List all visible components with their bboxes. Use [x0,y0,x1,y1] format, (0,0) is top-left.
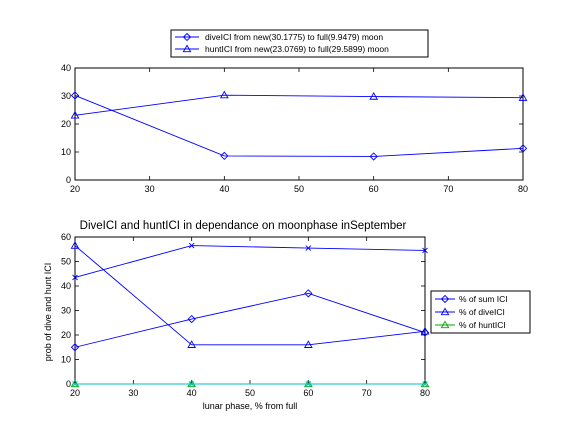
top-chart-series-point-1 [518,93,528,101]
bottom-chart-axes-box [74,236,426,385]
top-chart-legend-box [170,29,429,58]
top-chart-series [70,90,528,161]
bottom-chart-legend-marker [440,307,450,316]
bottom-chart-xtick-label: 50 [245,388,255,398]
bottom-chart-series-point-0 [70,343,80,352]
top-chart-ytick-label: 0 [66,175,71,185]
top-chart-ytick-label: 40 [61,63,71,73]
top-chart-legend: diveICI from new(30.1775) to full(9.9479… [170,29,429,58]
bottom-chart-series-point-1 [420,326,430,335]
bottom-chart: DiveICI and huntICI in dependance on moo… [43,220,531,411]
bottom-chart-ytick-label: 10 [61,355,71,365]
top-chart-xtick-label: 50 [294,184,304,194]
bottom-chart-series-point-3 [422,247,428,254]
bottom-chart-series-line-1 [74,245,426,346]
bottom-chart-legend: % of sum ICI % of diveICI % of huntICI [430,290,531,334]
bottom-chart-series-point-4 [188,381,195,387]
bottom-chart-series [70,241,430,388]
bottom-chart-legend-label: % of diveICI [459,307,505,317]
top-chart-legend-label: diveICI from new(30.1775) to full(9.9479… [205,32,383,42]
top-chart: 20 30 40 50 60 70 80 0 10 20 30 40 diveICI from new… [61,29,528,194]
top-chart-series-point-0 [220,151,229,161]
top-chart-series-point-1 [70,110,80,119]
top-chart-ytick-label: 20 [61,119,71,129]
bottom-chart-xtick-label: 70 [362,388,372,398]
bottom-chart-series-point-4 [305,381,312,387]
top-chart-xtick-label: 80 [518,184,528,194]
bottom-chart-series-point-0 [187,314,196,324]
bottom-chart-legend-label: % of sum ICI [459,294,508,304]
bottom-chart-ytick-label: 50 [61,257,71,267]
bottom-chart-xtick-label: 30 [128,388,138,398]
top-chart-ytick-label: 10 [61,147,71,157]
top-chart-xtick-label: 60 [369,184,379,194]
bottom-chart-legend-marker [440,320,450,329]
bottom-chart-xtick-label: 20 [70,388,80,398]
top-chart-xtick-label: 70 [443,184,453,194]
bottom-chart-series-line-0 [74,292,426,348]
bottom-chart-ytick-label: 60 [61,232,71,242]
top-chart-legend-marker [182,44,192,53]
top-chart-series-point-0 [518,144,528,153]
top-chart-series-point-1 [219,90,229,99]
bottom-chart-xtick-label: 40 [187,388,197,398]
bottom-chart-series-point-4 [72,381,78,387]
bottom-chart-series-point-1 [303,340,313,348]
top-chart-series-point-1 [369,92,379,100]
bottom-chart-ytick-label: 0 [66,379,71,389]
bottom-chart-ticks: 20 30 40 50 60 70 80 0 10 20 30 40 50 60 [61,232,430,398]
bottom-chart-series-point-1 [187,340,197,348]
top-chart-xtick-label: 40 [219,184,229,194]
bottom-chart-ytick-label: 30 [61,306,71,316]
top-chart-series-point-0 [70,91,80,100]
bottom-chart-xlabel: lunar phase, % from full [203,401,298,411]
bottom-chart-series-point-0 [304,289,313,298]
top-chart-legend-marker [182,32,192,42]
bottom-chart-legend-label: % of huntICI [459,320,506,330]
bottom-chart-series-point-4 [422,381,428,387]
bottom-chart-ytick-label: 20 [61,330,71,340]
top-chart-series-point-0 [369,152,378,161]
bottom-chart-xtick-label: 80 [420,388,430,398]
top-chart-series-line-1 [74,94,524,116]
top-chart-axes-box [74,67,524,181]
top-chart-ytick-label: 30 [61,91,71,101]
top-chart-ticks: 20 30 40 50 60 70 80 0 10 20 30 40 [61,63,528,194]
bottom-chart-series-point-3 [188,242,195,249]
bottom-chart-title: DiveICI and huntICI in dependance on moo… [80,220,407,232]
bottom-chart-series-point-3 [72,274,78,281]
bottom-chart-legend-marker [440,294,450,304]
top-chart-legend-label: huntICI from new(23.0769) to full(29.589… [205,44,389,54]
bottom-chart-ytick-label: 40 [61,281,71,291]
bottom-chart-ylabel: prob of dive and hunt ICI [43,263,53,362]
top-chart-xtick-label: 20 [70,184,80,194]
top-chart-series-line-0 [74,95,524,157]
bottom-chart-series-point-1 [70,241,80,249]
bottom-chart-xtick-label: 60 [303,388,313,398]
top-chart-xtick-label: 30 [145,184,155,194]
bottom-chart-series-point-3 [305,245,312,251]
bottom-chart-series-line-3 [74,245,426,278]
